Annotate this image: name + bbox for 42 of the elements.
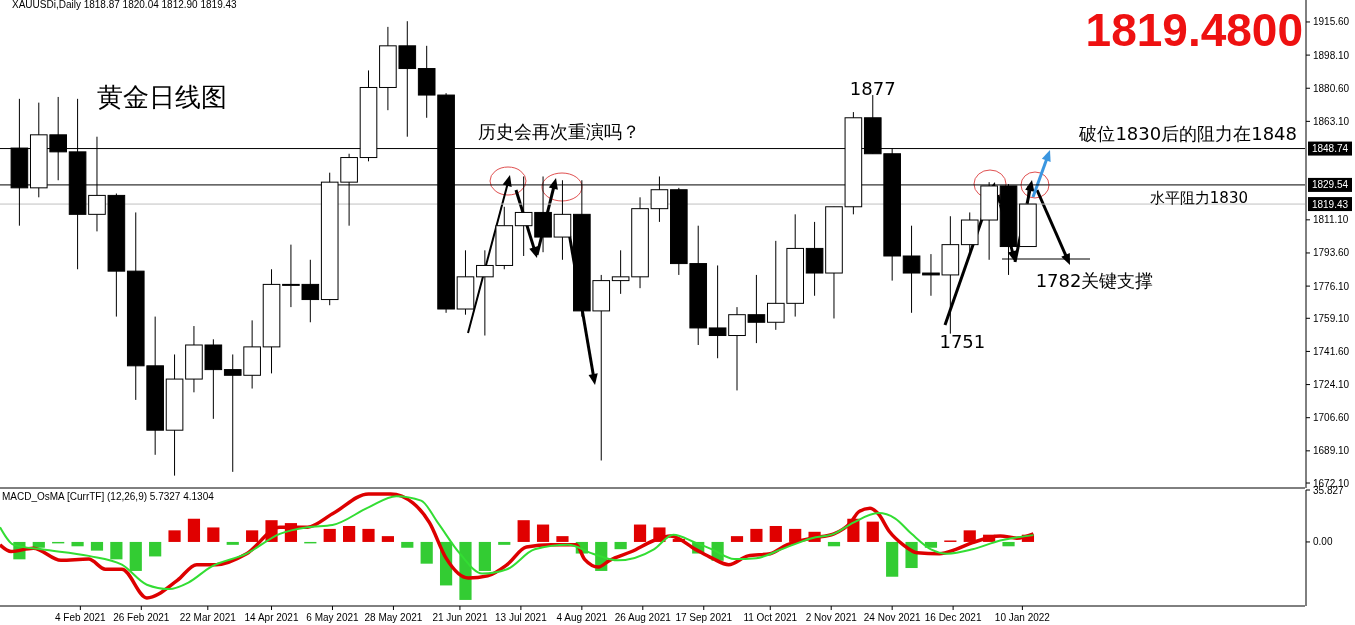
x-tick-label: 4 Feb 2021 xyxy=(55,612,107,623)
y-tick-label: 1793.60 xyxy=(1313,247,1350,259)
x-tick-label: 10 Jan 2022 xyxy=(994,612,1051,623)
y-tick-label: 1863.10 xyxy=(1313,115,1350,127)
annotation: 水平阻力1830 xyxy=(1149,189,1248,207)
annotation: 1877 xyxy=(849,78,896,100)
y-tick-label: 1724.10 xyxy=(1313,379,1350,391)
y-tick-label: 1915.60 xyxy=(1313,16,1350,28)
y-tick-label: 1689.10 xyxy=(1313,445,1350,457)
x-tick-label: 26 Feb 2021 xyxy=(113,612,170,623)
x-tick-label: 11 Oct 2021 xyxy=(743,612,798,623)
annotation: 1819.4800 xyxy=(1085,4,1303,56)
x-tick-label: 14 Apr 2021 xyxy=(244,612,299,623)
y-tick-label: 1759.10 xyxy=(1313,312,1350,324)
annotation: 1751 xyxy=(939,330,986,352)
annotation: 历史会再次重演吗？ xyxy=(478,121,640,142)
x-tick-label: 24 Nov 2021 xyxy=(863,612,921,623)
text: 黄金日线图 xyxy=(97,82,227,112)
y-tick-label: 0.00 xyxy=(1313,536,1333,548)
y-tick-label: 1741.60 xyxy=(1313,345,1350,357)
y-tick-label: 1811.10 xyxy=(1313,214,1349,226)
y-tick-label: 1880.60 xyxy=(1313,82,1350,94)
annotation: 1782关键支撑 xyxy=(1035,270,1154,292)
x-tick-label: 17 Sep 2021 xyxy=(675,612,733,623)
x-tick-label: 4 Aug 2021 xyxy=(556,612,608,623)
ref-line-label: 1819.43 xyxy=(1311,198,1349,210)
ref-line-label: 1829.54 xyxy=(1311,179,1349,191)
x-tick-label: 21 Jun 2021 xyxy=(432,612,488,623)
x-tick-label: 28 May 2021 xyxy=(364,612,423,623)
x-tick-label: 2 Nov 2021 xyxy=(805,612,858,623)
chart-title: MACD_OsMA [CurrTF] (12,26,9) 5.7327 4.1304 xyxy=(2,491,215,502)
x-tick-label: 22 Mar 2021 xyxy=(179,612,237,623)
annotation: 破位1830后的阻力在1848 xyxy=(1078,123,1297,144)
x-tick-label: 26 Aug 2021 xyxy=(614,612,672,623)
chart-subtitle: XAUUSDi,Daily 1818.87 1820.04 1812.90 1819.43 xyxy=(12,0,238,10)
y-tick-label: 1776.10 xyxy=(1313,280,1350,292)
x-tick-label: 13 Jul 2021 xyxy=(495,612,548,623)
y-tick-label: 1706.60 xyxy=(1313,412,1350,424)
x-tick-label: 6 May 2021 xyxy=(306,612,360,623)
x-tick-label: 16 Dec 2021 xyxy=(924,612,982,623)
ref-line-label: 1848.74 xyxy=(1311,143,1349,155)
y-tick-label: 1898.10 xyxy=(1313,49,1350,61)
